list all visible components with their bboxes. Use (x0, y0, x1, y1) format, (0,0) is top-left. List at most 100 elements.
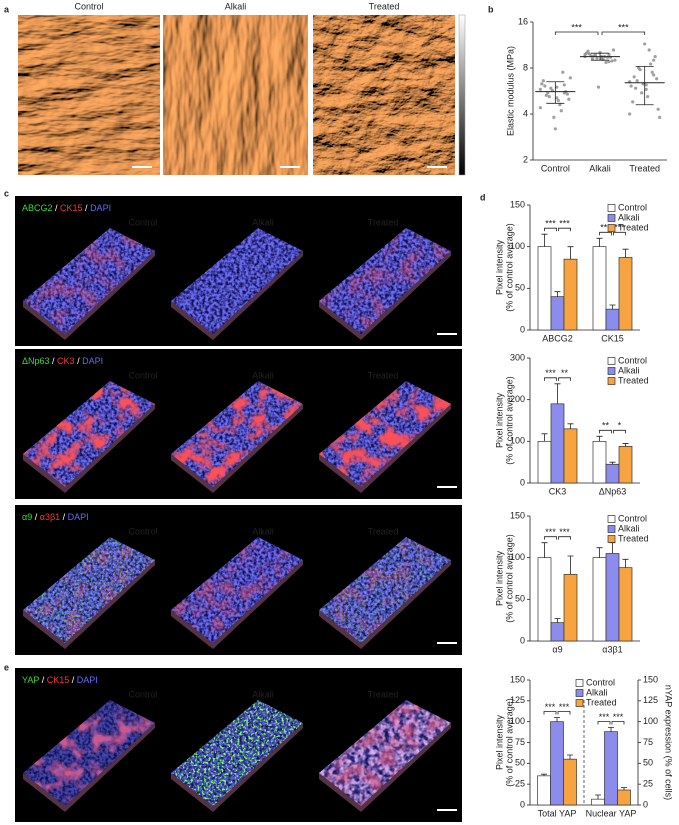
significance-label: * (618, 421, 622, 431)
significance-bracket (599, 231, 612, 236)
x-tick-label: Alkali (589, 163, 611, 173)
stain-part: / (75, 356, 83, 366)
y-axis-label: (% of control average) (504, 376, 514, 465)
data-point (568, 76, 572, 80)
y2-axis-label: nYAP expression (% of cells) (664, 685, 674, 800)
significance-bracket (558, 377, 571, 381)
legend-label: Alkali (618, 365, 640, 375)
image-title: Alkali (225, 1, 247, 11)
significance-label: *** (545, 702, 556, 712)
image-title: Alkali (252, 370, 274, 380)
data-point (631, 100, 635, 104)
stain-part: CK15 (47, 675, 70, 685)
image-title: Control (128, 370, 157, 380)
data-point (658, 115, 662, 120)
y-tick-label: 25 (643, 779, 653, 789)
significance-label: *** (618, 22, 629, 32)
bar (618, 445, 633, 484)
bar (591, 798, 605, 806)
stain-part: YAP (22, 675, 39, 685)
error-bar (635, 65, 654, 106)
data-point (565, 92, 569, 96)
data-point (541, 79, 545, 83)
y-tick-label: 100 (510, 716, 525, 726)
panel-letter: c (4, 188, 9, 198)
y-tick-label: 100 (643, 716, 658, 726)
y-tick-label: 4 (523, 108, 528, 118)
bar (563, 758, 577, 806)
significance-bracket (611, 721, 625, 725)
image-title: Alkali (252, 689, 274, 699)
y-tick-label: 2 (523, 154, 528, 164)
y-axis-label: (% of control average) (504, 223, 514, 312)
y-tick-label: 50 (643, 758, 653, 768)
error-bar (591, 52, 609, 61)
image-title: Treated (368, 689, 399, 699)
data-point (610, 59, 614, 63)
stain-part: DAPI (90, 203, 111, 213)
legend-swatch (607, 377, 616, 385)
legend-label: Alkali (586, 687, 608, 697)
y-tick-label: 150 (510, 510, 525, 520)
data-point (549, 86, 553, 90)
y-tick-label: 25 (515, 779, 525, 789)
legend-label: Alkali (618, 212, 640, 222)
error-bar (596, 547, 603, 558)
stain-part: CK15 (60, 203, 83, 213)
bar (563, 258, 578, 331)
bar (605, 553, 620, 642)
stain-label: ΔNp63 / CK3 / DAPI (22, 356, 103, 366)
significance-label: *** (599, 712, 610, 722)
error-bar (622, 443, 629, 447)
data-point (558, 103, 562, 107)
data-point (634, 86, 638, 90)
stain-part: / (32, 512, 40, 522)
y-tick-label: 125 (510, 695, 525, 705)
y-axis-label: Pixel intensity (494, 550, 504, 606)
legend-swatch (607, 204, 616, 212)
significance-bracket (601, 31, 646, 35)
y-tick-label: 100 (510, 241, 525, 251)
data-point (544, 93, 548, 97)
y-axis-label: Pixel intensity (494, 392, 504, 448)
y-tick-label: 200 (510, 394, 525, 404)
stain-part: / (69, 675, 77, 685)
data-point (646, 94, 650, 99)
error-bar (596, 435, 603, 442)
data-point (552, 115, 556, 120)
data-point (649, 62, 653, 66)
bar (605, 308, 620, 331)
significance-label: *** (600, 223, 611, 233)
y-tick-label: 150 (510, 199, 525, 209)
bar (537, 775, 551, 806)
legend-swatch (575, 689, 584, 697)
panel-letter: a (4, 4, 10, 14)
stain-part: / (39, 675, 47, 685)
afm-image (313, 15, 455, 175)
significance-label: *** (559, 219, 570, 229)
significance-bracket (558, 227, 571, 232)
legend-swatch (607, 525, 616, 533)
data-point (543, 84, 547, 88)
bar (550, 622, 565, 642)
y-axis-label: Elastic modulus (MPa) (505, 46, 515, 136)
legend-label: Control (586, 677, 615, 687)
y-axis-label: (% of control average) (504, 534, 514, 623)
legend-swatch (607, 515, 616, 523)
y-tick-label: 150 (510, 674, 525, 684)
error-bar (567, 246, 574, 260)
error-bar (541, 773, 547, 776)
x-tick-label: Control (541, 163, 570, 173)
y-tick-label: 0 (643, 799, 648, 809)
significance-bracket (544, 377, 557, 381)
stain-part: CK3 (57, 356, 75, 366)
data-point (567, 97, 571, 101)
y-tick-label: 50 (515, 594, 525, 604)
stain-label: ABCG2 / CK15 / DAPI (22, 203, 111, 213)
bar (618, 567, 633, 642)
y-tick-label: 0 (520, 324, 525, 334)
error-bar (541, 542, 548, 558)
error-bar (622, 558, 629, 568)
data-point (590, 57, 595, 61)
